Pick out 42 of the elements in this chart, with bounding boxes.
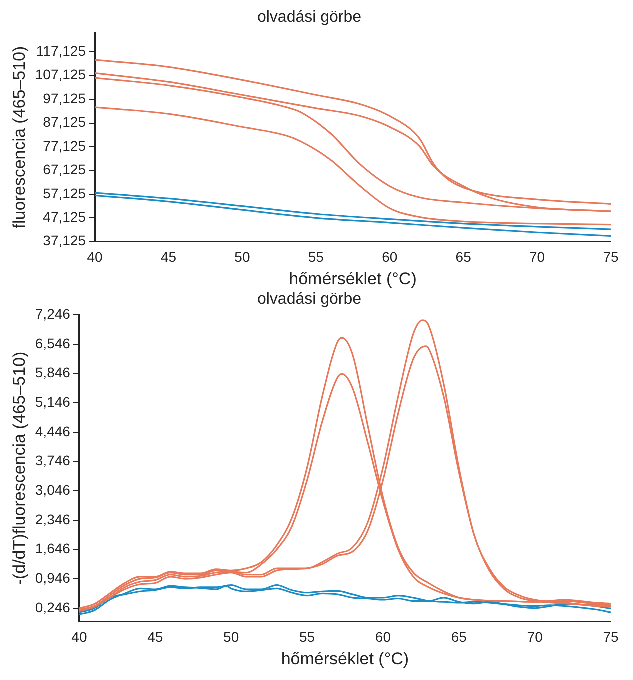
y-tick-label: 37,125 (43, 232, 86, 249)
x-tick-label: 60 (375, 629, 392, 646)
x-tick-label: 50 (234, 249, 250, 266)
x-tick-label: 70 (530, 249, 546, 266)
y-tick-label: 87,125 (43, 114, 86, 130)
x-axis-title: hőmérséklet (°C) (281, 649, 410, 668)
y-tick-label: 0,946 (35, 570, 71, 586)
y-tick-label: 107,125 (35, 66, 86, 83)
x-tick-label: 40 (87, 249, 104, 266)
y-tick-label: 47,125 (43, 208, 86, 225)
y-tick-label: 5,846 (35, 364, 71, 381)
y-tick-label: 77,125 (43, 138, 86, 154)
y-tick-label: 4,446 (35, 423, 71, 440)
x-tick-label: 70 (527, 629, 544, 646)
y-tick-label: 97,125 (43, 90, 86, 106)
x-tick-label: 45 (160, 249, 177, 266)
x-tick-label: 55 (299, 629, 316, 646)
y-tick-label: 67,125 (43, 162, 86, 178)
y-axis-title: -(d/dT)fluorescencia (465–510) (10, 352, 29, 586)
x-tick-label: 65 (451, 629, 468, 646)
x-tick-label: 60 (382, 249, 398, 266)
y-tick-label: 0,246 (35, 599, 71, 616)
x-axis-title: hőmérséklet (°C) (289, 269, 417, 288)
y-tick-label: 3,046 (35, 482, 71, 498)
x-tick-label: 40 (72, 629, 88, 646)
y-tick-label: 5,146 (35, 394, 71, 410)
chart-title: olvadási görbe (257, 9, 362, 26)
x-tick-label: 45 (148, 629, 164, 646)
chart-title: olvadási görbe (257, 291, 362, 308)
y-tick-label: 1,646 (35, 540, 71, 557)
y-tick-label: 6,546 (35, 335, 71, 352)
y-tick-label: 117,125 (36, 43, 86, 60)
x-tick-label: 55 (308, 249, 324, 266)
x-tick-label: 75 (603, 249, 619, 266)
x-tick-label: 75 (603, 629, 619, 646)
x-tick-label: 50 (224, 629, 240, 646)
y-tick-label: 3,746 (35, 452, 71, 469)
y-tick-label: 7,246 (35, 306, 71, 322)
y-axis-title: fluorescencia (465–510) (10, 46, 29, 229)
y-tick-label: 57,125 (43, 185, 86, 202)
x-tick-label: 65 (456, 249, 472, 266)
y-tick-label: 2,346 (35, 511, 71, 528)
